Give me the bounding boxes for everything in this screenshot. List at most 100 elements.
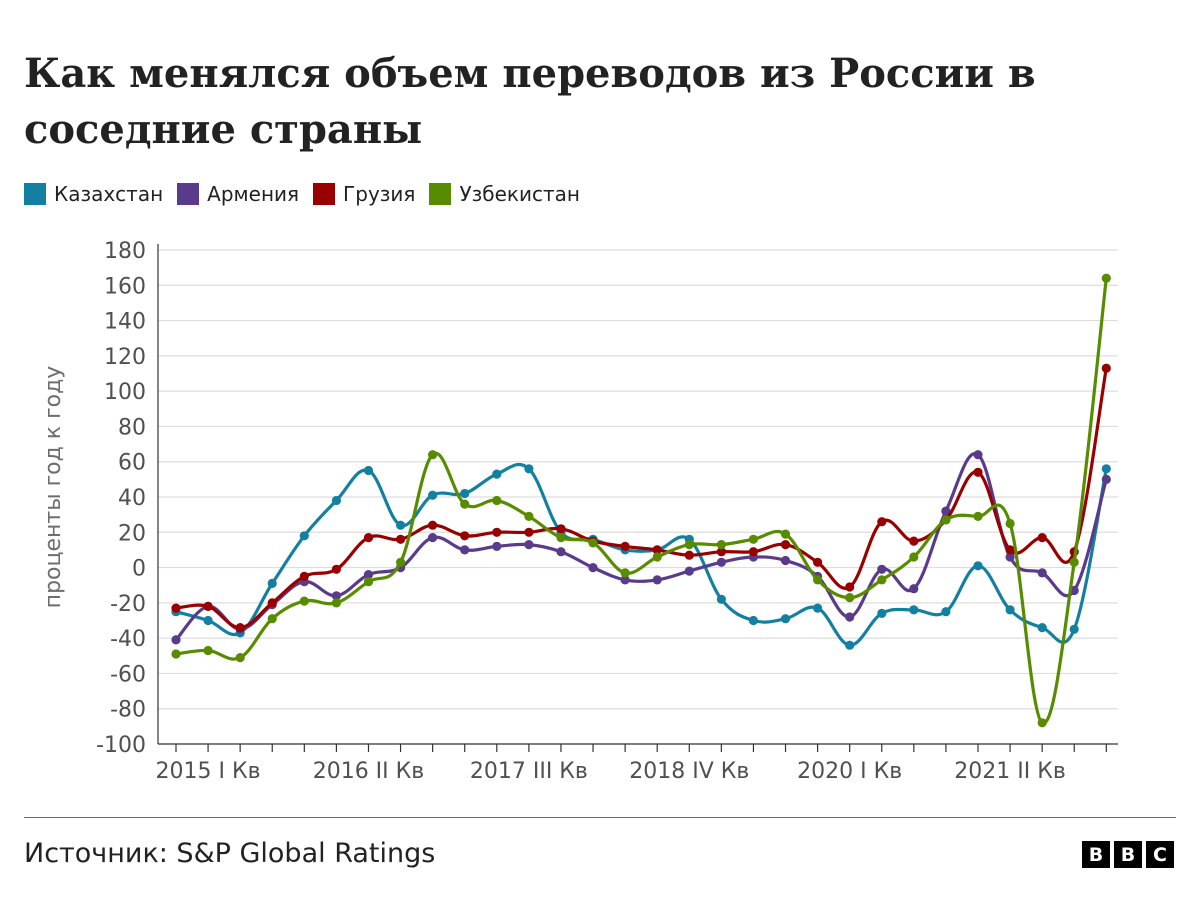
data-point bbox=[941, 506, 951, 516]
data-point bbox=[492, 541, 502, 551]
data-point bbox=[780, 555, 791, 566]
data-point bbox=[813, 557, 823, 567]
series-line bbox=[174, 366, 1108, 630]
x-tick-label: 2020 I Кв bbox=[797, 759, 902, 784]
y-tick-label: -20 bbox=[110, 592, 146, 617]
data-point bbox=[492, 527, 502, 537]
data-point bbox=[331, 591, 341, 601]
data-point bbox=[428, 520, 438, 530]
data-point bbox=[1069, 624, 1079, 634]
data-point bbox=[203, 601, 213, 611]
data-point bbox=[845, 593, 855, 603]
data-point bbox=[203, 645, 213, 656]
y-tick-label: 100 bbox=[104, 380, 146, 405]
y-tick-label: 180 bbox=[104, 239, 146, 264]
data-point bbox=[1101, 464, 1111, 474]
data-point bbox=[171, 603, 181, 613]
data-point bbox=[396, 557, 406, 567]
legend-label-armenia: Армения bbox=[207, 182, 300, 206]
legend-label-kazakhstan: Казахстан bbox=[54, 182, 164, 206]
data-point bbox=[652, 552, 662, 562]
data-point bbox=[877, 608, 887, 618]
data-point bbox=[396, 534, 406, 544]
data-point bbox=[1037, 623, 1047, 633]
y-tick-label: -60 bbox=[110, 662, 146, 687]
y-tick-label: 20 bbox=[118, 521, 146, 546]
data-point bbox=[1005, 545, 1015, 555]
data-point bbox=[845, 582, 855, 592]
data-point bbox=[1037, 533, 1047, 543]
y-tick-label: 40 bbox=[118, 486, 146, 511]
x-tick-label: 2018 IV Кв bbox=[629, 759, 749, 784]
data-point bbox=[716, 557, 727, 567]
data-point bbox=[748, 547, 759, 557]
legend-label-uzbekistan: Узбекистан bbox=[459, 182, 580, 206]
grid-lines bbox=[158, 249, 1118, 710]
data-point bbox=[748, 615, 759, 626]
data-point bbox=[1037, 568, 1047, 578]
data-point bbox=[748, 534, 759, 544]
data-point bbox=[428, 533, 438, 543]
data-point bbox=[973, 450, 983, 460]
data-point bbox=[620, 541, 630, 551]
data-point bbox=[524, 464, 534, 474]
data-point bbox=[1069, 557, 1079, 567]
y-tick-label: 80 bbox=[118, 415, 146, 440]
data-point bbox=[813, 603, 823, 613]
data-point bbox=[203, 615, 213, 626]
data-point bbox=[652, 545, 662, 555]
data-point bbox=[845, 640, 855, 650]
legend-swatch-kazakhstan bbox=[24, 183, 46, 205]
data-point bbox=[428, 450, 438, 460]
data-point bbox=[973, 467, 983, 477]
footer-divider bbox=[24, 817, 1176, 818]
y-tick-label: 0 bbox=[132, 557, 146, 582]
y-tick-label: -40 bbox=[110, 627, 146, 652]
data-point bbox=[363, 570, 374, 580]
series-3 bbox=[171, 363, 1111, 633]
line-chart: 180 160 140 120 100 80 60 40 20 0 -20 -40 -60 -80 -100… bbox=[41, 239, 1118, 784]
data-point bbox=[299, 571, 309, 581]
data-point bbox=[909, 552, 919, 562]
data-point bbox=[363, 533, 374, 543]
data-point bbox=[588, 538, 598, 548]
data-point bbox=[363, 465, 374, 476]
data-point bbox=[909, 584, 919, 594]
x-tick-label: 2015 I Кв bbox=[156, 759, 261, 784]
data-point bbox=[460, 545, 470, 555]
data-point bbox=[492, 495, 502, 506]
data-point bbox=[235, 653, 245, 663]
y-tick-label: 60 bbox=[118, 451, 146, 476]
data-point bbox=[267, 578, 277, 588]
data-point bbox=[780, 540, 791, 550]
data-point bbox=[428, 490, 438, 500]
data-point bbox=[171, 635, 181, 645]
bbc-logo: B B C bbox=[1078, 841, 1174, 868]
data-point bbox=[460, 488, 470, 499]
data-point bbox=[524, 511, 534, 521]
data-point bbox=[716, 594, 727, 604]
bbc-logo-letter: C bbox=[1146, 841, 1174, 868]
data-point bbox=[716, 540, 727, 550]
series-line bbox=[174, 276, 1108, 725]
data-point bbox=[235, 623, 245, 633]
series-1 bbox=[171, 462, 1111, 650]
data-point bbox=[492, 469, 502, 479]
data-point bbox=[620, 568, 630, 578]
data-point bbox=[588, 563, 598, 573]
legend-label-georgia: Грузия bbox=[343, 182, 416, 206]
data-point bbox=[909, 605, 919, 615]
y-axis-title: проценты год к году bbox=[41, 366, 66, 609]
data-point bbox=[556, 547, 566, 557]
data-point bbox=[1101, 363, 1111, 373]
data-point bbox=[877, 564, 887, 574]
x-tick-label: 2017 III Кв bbox=[470, 759, 588, 784]
legend-swatch-armenia bbox=[177, 183, 200, 205]
data-point bbox=[396, 520, 406, 530]
chart-title: Как менялся объем переводов из России в … bbox=[24, 50, 1036, 153]
legend-item-armenia: Армения bbox=[177, 182, 299, 206]
series-lines bbox=[171, 273, 1111, 728]
data-point bbox=[267, 614, 277, 624]
bbc-logo-letter: B bbox=[1082, 841, 1110, 868]
series-4 bbox=[171, 273, 1111, 728]
